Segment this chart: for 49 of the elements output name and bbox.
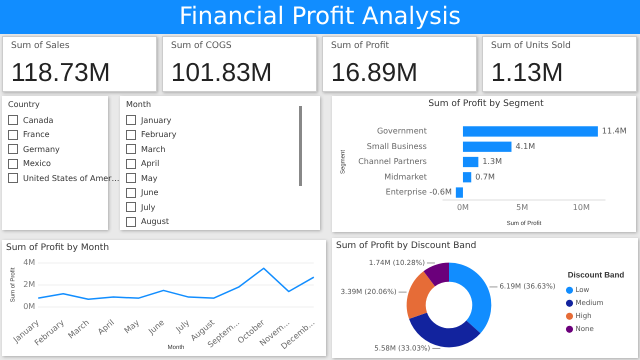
legend-title: Discount Band (568, 270, 624, 280)
bar (462, 156, 478, 168)
bar (462, 142, 512, 152)
text: Sum of Profit (331, 41, 390, 51)
text: 16.89M (331, 57, 418, 87)
y-tick-label: 2M (23, 280, 36, 289)
x-tick-label: 5M (516, 203, 528, 212)
text: Month (126, 100, 152, 109)
chart-title: Sum of Profit by Month (5, 243, 110, 253)
text: United States of Amer… (23, 174, 120, 183)
bar (462, 126, 598, 137)
text: June (141, 188, 158, 198)
text: 1.13M (491, 57, 564, 87)
data-label: 11.4M (602, 126, 627, 136)
chart-title: Sum of Profit by Discount Band (335, 241, 478, 251)
data-label: 1.3M (482, 157, 502, 166)
text: February (141, 130, 176, 140)
y-tick-label: Midmarket (384, 172, 427, 182)
y-tick-label: Channel Partners (358, 157, 427, 166)
text: 101.83M (171, 57, 272, 87)
text: Country (8, 100, 41, 109)
y-tick-label: 0M (23, 302, 36, 312)
data-label: 0.7M (475, 172, 495, 182)
text: Mexico (23, 159, 51, 168)
text: March (141, 144, 166, 154)
x-tick-label: May (122, 318, 142, 336)
text: August (141, 217, 169, 226)
data-label: -0.6M (429, 188, 452, 197)
text: January (141, 116, 172, 125)
text: France (23, 130, 50, 140)
text: May (141, 174, 158, 183)
text: Sum of COGS (171, 41, 233, 51)
data-label: 4.1M (515, 142, 536, 151)
x-tick-label: 10M (572, 203, 590, 212)
x-tick-label: 0M (456, 203, 470, 212)
text: Sum of Sales (11, 41, 71, 51)
text: April (141, 159, 160, 168)
text: Financial Profit Analysis (0, 0, 640, 32)
text: Sum of Units Sold (491, 41, 572, 51)
y-tick-label: Small Business (366, 142, 427, 151)
bar (462, 172, 472, 182)
bar (456, 187, 463, 198)
text: Canada (23, 116, 54, 125)
y-tick-label: 4M (23, 258, 36, 267)
y-tick-label: Government (376, 126, 427, 136)
y-tick-label: Enterprise (386, 188, 427, 197)
text: Germany (23, 144, 60, 154)
chart-title: Sum of Profit by Segment (427, 99, 545, 109)
text: 118.73M (11, 57, 110, 87)
